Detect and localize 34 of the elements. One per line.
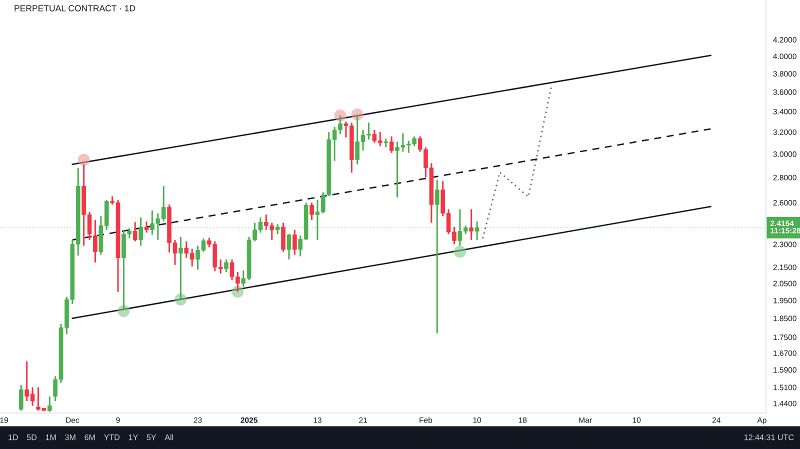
chart-title: PERPETUAL CONTRACT · 1D [14, 5, 136, 12]
text: YTD [104, 434, 120, 440]
point [351, 108, 364, 120]
candlestick [292, 229, 297, 256]
candlestick [224, 258, 228, 273]
candlestick [310, 202, 314, 221]
point [118, 305, 130, 318]
candlestick [144, 220, 149, 234]
point [454, 246, 466, 258]
candlestick [389, 136, 394, 154]
text: 5D [26, 434, 37, 440]
candlestick [474, 220, 480, 241]
candlestick [469, 208, 474, 241]
line-series [482, 86, 552, 240]
point [174, 294, 187, 306]
text: All [164, 434, 174, 440]
candlestick [93, 219, 98, 264]
candlestick [434, 179, 440, 334]
candlestick [286, 233, 292, 260]
text: 1D [8, 434, 18, 440]
candlestick [132, 221, 138, 242]
candlestick [47, 396, 52, 413]
candlestick [281, 222, 286, 253]
point [78, 154, 90, 166]
text: 3M [65, 434, 76, 440]
candlestick [275, 223, 280, 235]
text: 1M [46, 434, 56, 440]
candlestick [138, 216, 143, 247]
candlestick [178, 236, 183, 300]
text: 12:44:31 UTC [744, 434, 794, 440]
text: 1Y [128, 434, 138, 440]
text: 6M [84, 434, 95, 440]
candlestick [18, 384, 24, 412]
text: 5Y [146, 434, 156, 440]
